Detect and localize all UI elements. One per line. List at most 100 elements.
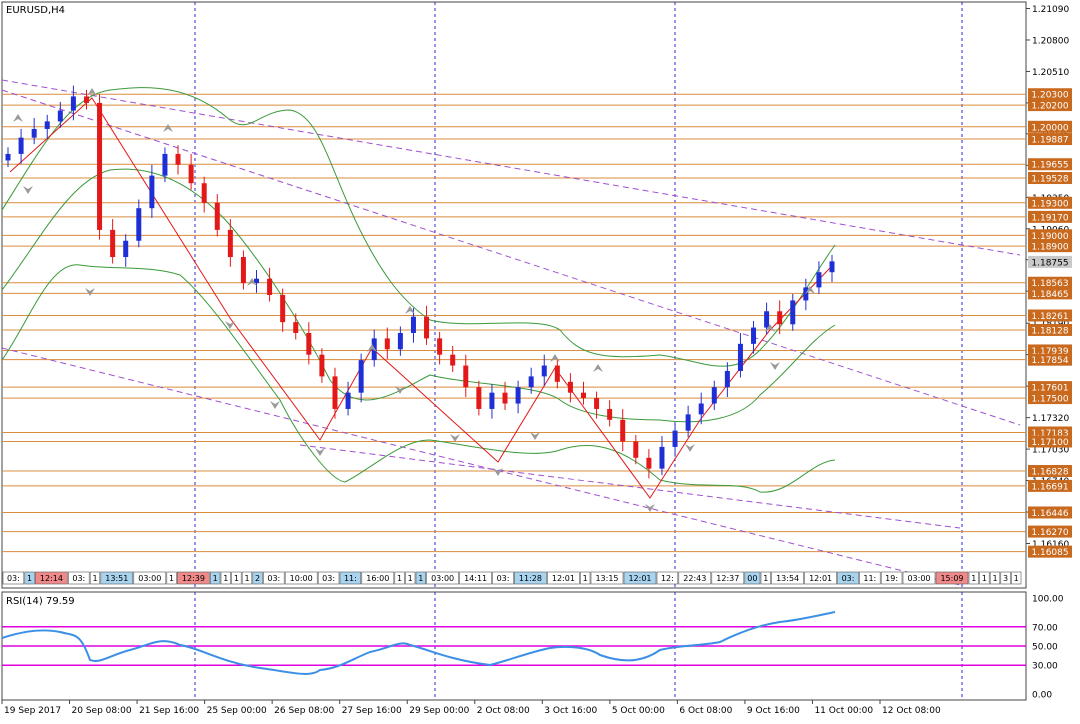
rsi-title: RSI(14) 79.59: [6, 596, 75, 607]
time-marker-label: 12:01: [809, 574, 832, 583]
time-marker-box: [415, 571, 426, 585]
level-price-label-bg: [1028, 158, 1072, 171]
time-marker-box: [623, 571, 657, 585]
candle-body: [97, 102, 103, 230]
candle-body: [70, 96, 76, 111]
level-price-label: 1.19655: [1031, 161, 1068, 171]
fractal-up-icon: [163, 124, 173, 132]
candle-body: [620, 419, 626, 442]
time-marker-box: [220, 571, 231, 585]
level-price-label: 1.20200: [1031, 102, 1068, 112]
candle-body: [358, 360, 364, 393]
fractal-up-icon: [247, 278, 257, 286]
level-price-label: 1.16446: [1031, 509, 1068, 519]
level-price-label: 1.20000: [1031, 123, 1068, 133]
time-marker-label: 03:00: [907, 574, 930, 583]
time-marker-box: [426, 571, 459, 585]
price-tick-label: 1.17320: [1032, 414, 1069, 424]
candle-body: [580, 392, 586, 399]
fractal-up-icon: [593, 364, 603, 372]
candle-body: [764, 311, 770, 328]
candle-body: [829, 261, 835, 273]
candle-body: [123, 240, 129, 258]
date-label: 21 Sep 16:00: [139, 706, 199, 716]
time-marker-label: 13:15: [595, 574, 618, 583]
time-marker-box: [459, 571, 492, 585]
candle-body: [646, 457, 652, 469]
bollinger-band: [1, 264, 836, 493]
fractal-up-icon: [550, 354, 560, 362]
candle-body: [136, 208, 142, 241]
time-marker-box: [89, 571, 101, 585]
candle-body: [607, 408, 613, 420]
level-price-label-bg: [1028, 479, 1072, 492]
time-marker-label: 13:54: [776, 574, 799, 583]
candle-body: [672, 430, 678, 447]
time-marker-box: [1011, 571, 1022, 585]
time-marker-label: 12:: [661, 574, 674, 583]
time-marker-box: [24, 571, 35, 585]
level-price-label: 1.17939: [1031, 347, 1068, 357]
time-marker-box: [252, 571, 263, 585]
time-marker-label: 12:01: [552, 574, 575, 583]
candle-body: [18, 137, 24, 154]
rsi-tick-label: 0.00: [1032, 691, 1052, 701]
candle-body: [201, 183, 207, 203]
time-marker-label: 03:: [267, 574, 280, 583]
level-price-label: 1.19000: [1031, 232, 1068, 242]
fractal-down-icon: [450, 434, 460, 442]
candle-body: [737, 343, 743, 371]
level-price-label-bg: [1028, 435, 1072, 448]
fractal-down-icon: [225, 321, 235, 329]
time-marker-box: [744, 571, 761, 585]
level-price-label-bg: [1028, 381, 1072, 394]
time-marker-label: 1: [992, 574, 997, 583]
fractal-down-icon: [23, 186, 33, 194]
level-price-label: 1.19887: [1031, 136, 1068, 146]
time-marker-label: 2: [255, 574, 260, 583]
time-marker-label: 03:00: [431, 574, 454, 583]
rsi-tick-label: 70.00: [1032, 623, 1058, 633]
time-marker-label: 12:01: [628, 574, 651, 583]
level-price-label: 1.17100: [1031, 438, 1068, 448]
current-price-label: 1.18755: [1031, 258, 1068, 268]
candle-body: [149, 175, 155, 209]
time-marker-box: [902, 571, 936, 585]
rsi-tick-label: 50.00: [1032, 643, 1058, 653]
bollinger-band: [1, 87, 836, 367]
date-label: 11 Oct 00:00: [814, 706, 873, 716]
time-marker-label: 1: [982, 574, 987, 583]
candle-body: [476, 387, 482, 409]
candle-body: [554, 365, 560, 382]
candle-body: [633, 441, 639, 458]
candle-body: [44, 121, 50, 129]
time-marker-box: [284, 571, 318, 585]
candle-body: [685, 414, 691, 431]
level-price-label: 1.19300: [1031, 199, 1068, 209]
time-marker-label: 14:11: [464, 574, 487, 583]
level-price-label-bg: [1028, 229, 1072, 242]
candle-body: [816, 272, 822, 288]
price-tick-label: 1.20800: [1032, 36, 1069, 46]
level-price-label-bg: [1028, 353, 1072, 366]
candle-body: [528, 376, 534, 388]
level-price-label-bg: [1028, 392, 1072, 405]
trend-line: [1, 347, 961, 586]
candle-body: [698, 403, 704, 415]
time-marker-box: [492, 571, 514, 585]
rsi-tick-label: 30.00: [1032, 662, 1058, 672]
candle-body: [162, 153, 168, 176]
candle-body: [711, 387, 717, 404]
candle-body: [397, 332, 403, 350]
candle-body: [332, 376, 338, 409]
time-marker-box: [394, 571, 405, 585]
time-marker-label: 3: [1003, 574, 1008, 583]
time-marker-box: [35, 571, 68, 585]
fractal-down-icon: [685, 444, 695, 452]
fractal-down-icon: [395, 386, 405, 394]
time-marker-label: 03:: [842, 574, 855, 583]
level-price-label-bg: [1028, 426, 1072, 439]
candle-body: [724, 370, 730, 388]
